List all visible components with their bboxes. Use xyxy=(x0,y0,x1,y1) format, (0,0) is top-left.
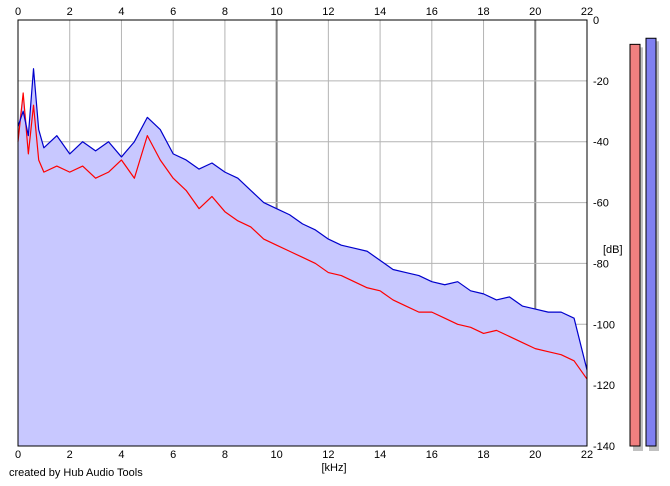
x-tick-label-top: 2 xyxy=(67,6,73,18)
y-tick-label: -80 xyxy=(593,258,609,270)
y-tick-label: -120 xyxy=(593,380,615,392)
x-tick-label-bottom: 2 xyxy=(67,449,73,461)
x-tick-label-top: 14 xyxy=(374,6,386,18)
x-tick-label-top: 16 xyxy=(426,6,438,18)
y-tick-label: -40 xyxy=(593,137,609,149)
level-meter-blue xyxy=(645,37,657,447)
x-tick-label-top: 8 xyxy=(222,6,228,18)
x-tick-label-bottom: 0 xyxy=(15,449,21,461)
axes: 002244668810101212141416161818202022220-… xyxy=(15,6,623,474)
x-tick-label-top: 0 xyxy=(15,6,21,18)
y-tick-label: -140 xyxy=(593,441,615,453)
x-tick-label-top: 22 xyxy=(581,6,593,18)
x-tick-label-bottom: 4 xyxy=(118,449,124,461)
x-tick-label-bottom: 10 xyxy=(271,449,283,461)
x-tick-label-bottom: 18 xyxy=(477,449,489,461)
x-tick-label-top: 6 xyxy=(170,6,176,18)
x-tick-label-top: 4 xyxy=(118,6,124,18)
x-tick-label-bottom: 6 xyxy=(170,449,176,461)
level-meter-red xyxy=(629,43,641,447)
level-meters xyxy=(629,37,659,451)
x-axis-label: [kHz] xyxy=(321,462,346,474)
x-tick-label-bottom: 8 xyxy=(222,449,228,461)
y-tick-label: -60 xyxy=(593,198,609,210)
series-line-blue xyxy=(17,68,588,371)
x-tick-label-top: 18 xyxy=(477,6,489,18)
y-tick-label: -100 xyxy=(593,319,615,331)
x-tick-label-top: 12 xyxy=(322,6,334,18)
x-tick-label-bottom: 14 xyxy=(374,449,386,461)
x-tick-label-bottom: 20 xyxy=(529,449,541,461)
x-tick-label-bottom: 22 xyxy=(581,449,593,461)
credit-text: created by Hub Audio Tools xyxy=(9,467,143,479)
plot-frame xyxy=(17,19,588,447)
y-tick-label: -20 xyxy=(593,76,609,88)
series-group xyxy=(17,68,588,446)
series-line-red xyxy=(17,92,588,380)
y-axis-label: [dB] xyxy=(603,244,623,256)
x-tick-label-top: 10 xyxy=(271,6,283,18)
y-tick-label: 0 xyxy=(593,15,599,27)
x-tick-label-bottom: 16 xyxy=(426,449,438,461)
x-tick-label-bottom: 12 xyxy=(322,449,334,461)
x-tick-label-top: 20 xyxy=(529,6,541,18)
